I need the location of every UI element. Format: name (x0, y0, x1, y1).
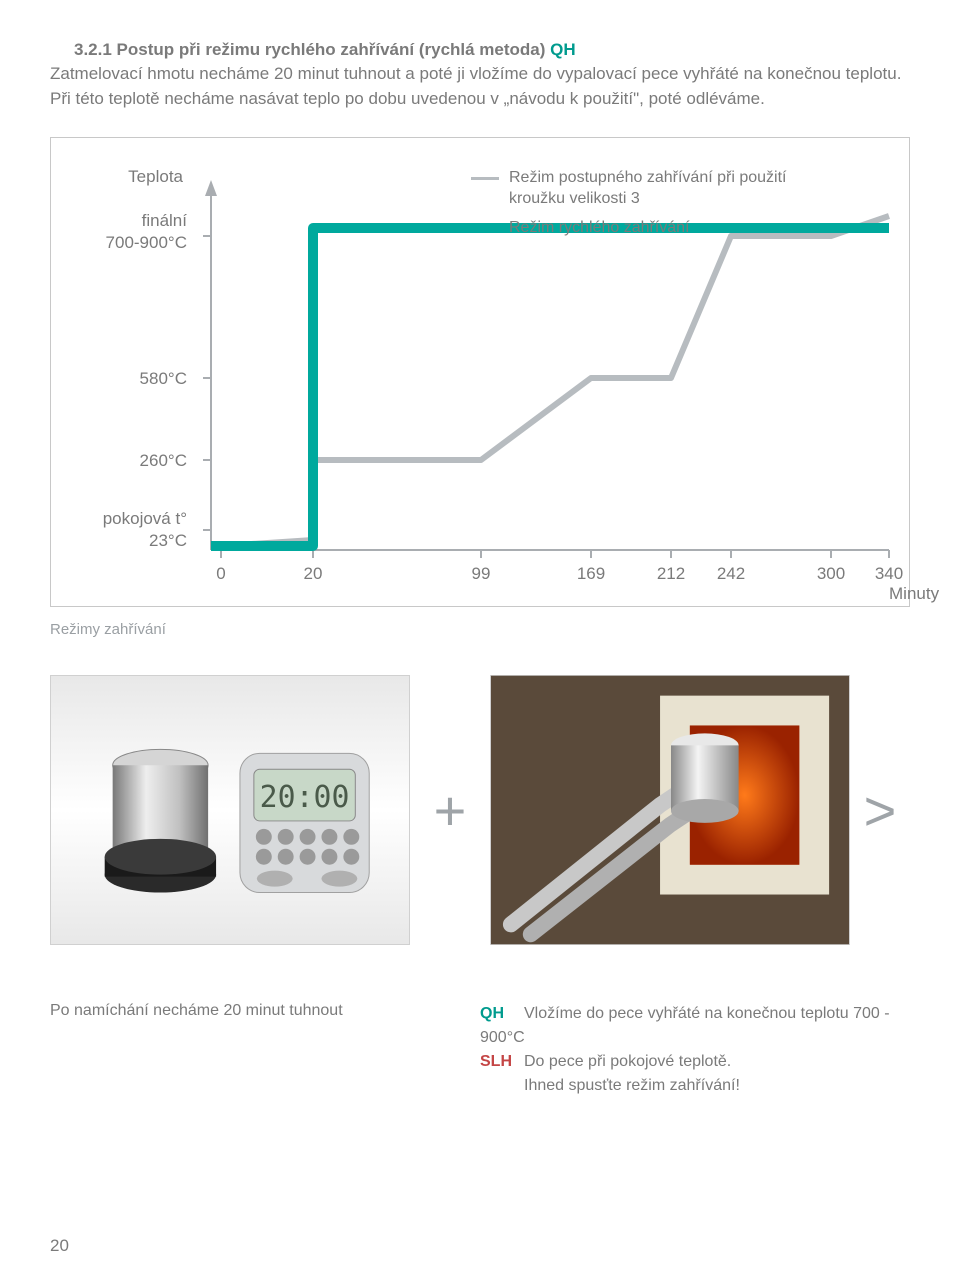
y-label-260: 260°C (69, 450, 187, 471)
x-tick-label: 242 (717, 564, 745, 584)
y-axis-title: Teplota (83, 166, 183, 187)
slh-text2: Ihned spusťte režim zahřívání! (480, 1074, 910, 1098)
x-tick-label: 340 (875, 564, 903, 584)
body-paragraph: Zatmelovací hmotu necháme 20 minut tuhno… (50, 62, 910, 111)
legend-dash-quick (471, 227, 499, 230)
svg-text:20:00: 20:00 (260, 780, 350, 815)
plus-icon: + (410, 778, 490, 843)
footer-right: QHVložíme do pece vyhřáté na konečnou te… (480, 1002, 910, 1098)
title-teal: QH (550, 40, 576, 59)
x-axis-label: Minuty (889, 584, 939, 604)
y-label-580: 580°C (69, 368, 187, 389)
legend-quick: Režim rychlého zahřívání (471, 218, 709, 239)
footer-left: Po namíchání necháme 20 minut tuhnout (50, 1002, 480, 1098)
photo-row: 20:00 + (50, 660, 910, 960)
legend-gradual: Režim postupného zahřívání při použití k… (471, 168, 871, 210)
qh-tag: QH (480, 1002, 524, 1026)
x-tick-label: 212 (657, 564, 685, 584)
title-number: 3.2.1 Postup při režimu rychlého zahřívá… (74, 40, 550, 59)
slh-text: Do pece při pokojové teplotě. (524, 1053, 731, 1070)
x-tick-label: 0 (216, 564, 225, 584)
x-tick-label: 169 (577, 564, 605, 584)
legend-quick-label: Režim rychlého zahřívání (509, 218, 709, 239)
y-label-final: finální 700-900°C (69, 210, 187, 253)
slh-tag: SLH (480, 1050, 524, 1074)
y-label-room: pokojová t° 23°C (69, 508, 187, 551)
photo-left: 20:00 (50, 675, 410, 945)
x-tick-label: 300 (817, 564, 845, 584)
heating-chart: Teplota finální 700-900°C 580°C 260°C po… (50, 137, 910, 607)
photo-right (490, 675, 850, 945)
chart-caption: Režimy zahřívání (50, 621, 910, 638)
legend-dash-gradual (471, 177, 499, 180)
chevron-right-icon: > (850, 778, 910, 843)
footer-row: Po namíchání necháme 20 minut tuhnout QH… (50, 1002, 910, 1098)
page-number: 20 (50, 1236, 69, 1256)
x-tick-label: 99 (472, 564, 491, 584)
section-heading: 3.2.1 Postup při režimu rychlého zahřívá… (74, 40, 910, 60)
legend-gradual-label: Režim postupného zahřívání při použití k… (509, 168, 799, 210)
x-tick-label: 20 (304, 564, 323, 584)
qh-text: Vložíme do pece vyhřáté na konečnou tepl… (480, 1005, 890, 1046)
